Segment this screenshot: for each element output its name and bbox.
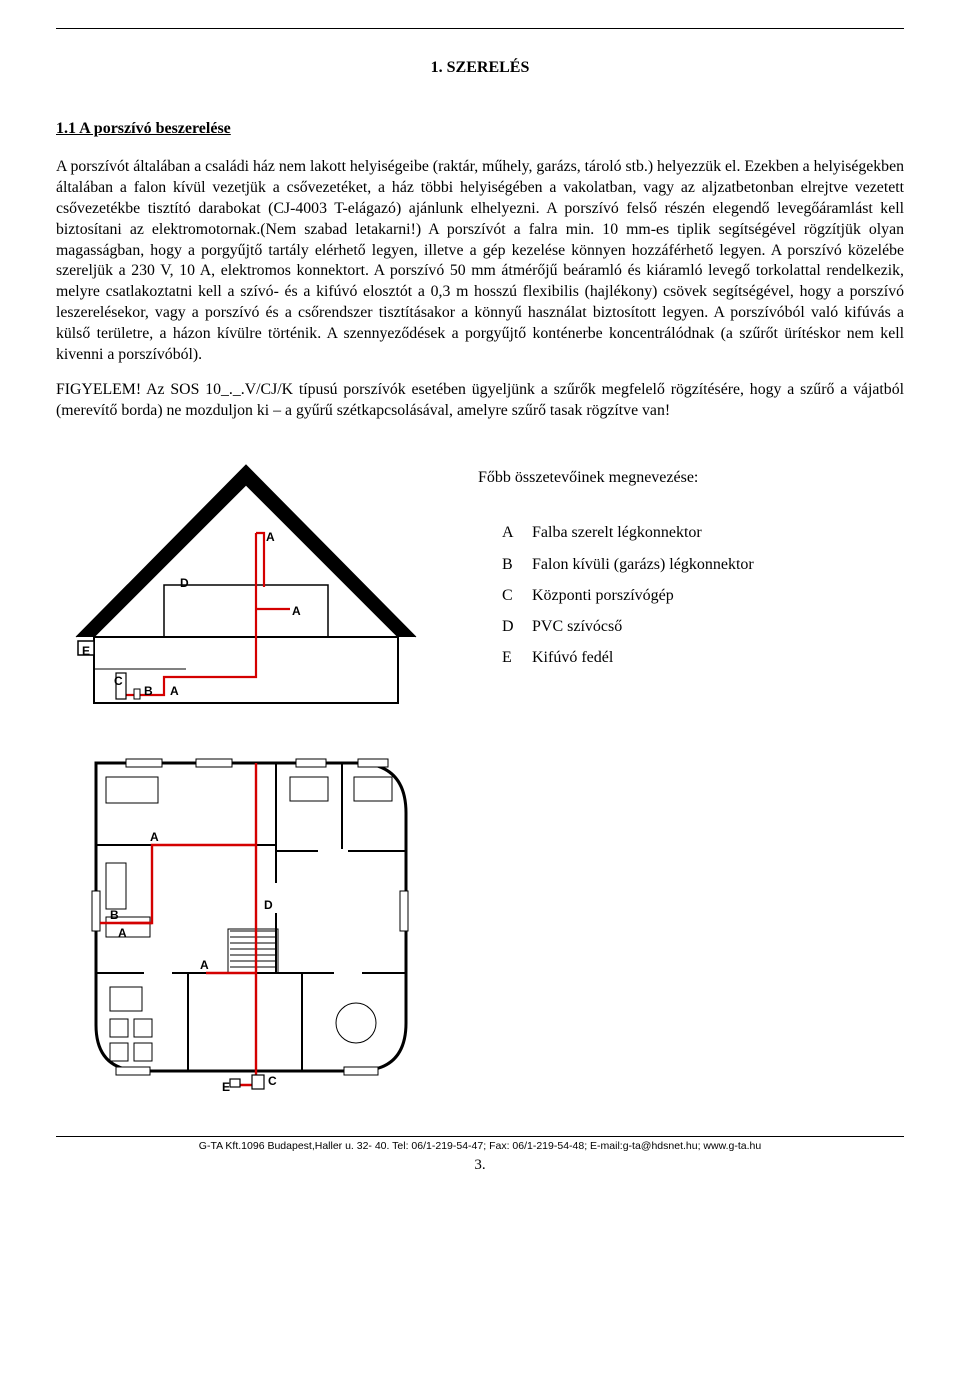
- page-title: 1. SZERELÉS: [56, 57, 904, 78]
- legend-label: PVC szívócső: [532, 618, 622, 635]
- legend-column: Főbb összetevőinek megnevezése: AFalba s…: [478, 437, 904, 678]
- top-rule: [56, 28, 904, 29]
- page-number: 3.: [56, 1156, 904, 1176]
- diagram-column: A A A B C D E: [56, 437, 436, 1093]
- legend-key: E: [502, 647, 532, 668]
- svg-text:B: B: [110, 908, 119, 922]
- legend-item: DPVC szívócső: [502, 616, 904, 637]
- legend-item: EKifúvó fedél: [502, 647, 904, 668]
- legend-key: D: [502, 616, 532, 637]
- legend-item: CKözponti porszívógép: [502, 585, 904, 606]
- svg-text:B: B: [144, 684, 153, 698]
- legend-label: Falba szerelt légkonnektor: [532, 524, 702, 541]
- svg-text:A: A: [170, 684, 179, 698]
- legend-key: C: [502, 585, 532, 606]
- legend-label: Falon kívüli (garázs) légkonnektor: [532, 556, 754, 573]
- legend-list: AFalba szerelt légkonnektor BFalon kívül…: [478, 522, 904, 668]
- svg-text:A: A: [292, 604, 301, 618]
- legend-key: B: [502, 554, 532, 575]
- footer-text: G-TA Kft.1096 Budapest,Haller u. 32- 40.…: [56, 1140, 904, 1154]
- svg-text:D: D: [180, 576, 189, 590]
- body-paragraph-1: A porszívót általában a családi ház nem …: [56, 157, 904, 365]
- svg-text:C: C: [268, 1074, 277, 1088]
- svg-text:E: E: [82, 644, 90, 658]
- legend-key: A: [502, 522, 532, 543]
- svg-text:A: A: [150, 830, 159, 844]
- legend-title: Főbb összetevőinek megnevezése:: [478, 467, 904, 488]
- svg-text:D: D: [264, 898, 273, 912]
- legend-label: Kifúvó fedél: [532, 649, 613, 666]
- section-heading: 1.1 A porszívó beszerelése: [56, 118, 904, 139]
- legend-item: BFalon kívüli (garázs) légkonnektor: [502, 554, 904, 575]
- house-elevation-diagram: A A A B C D E: [56, 437, 436, 717]
- legend-item: AFalba szerelt légkonnektor: [502, 522, 904, 543]
- svg-text:A: A: [118, 926, 127, 940]
- svg-text:A: A: [200, 958, 209, 972]
- body-paragraph-2: FIGYELEM! Az SOS 10_._.V/CJ/K típusú por…: [56, 380, 904, 422]
- svg-text:A: A: [266, 530, 275, 544]
- components-row: A A A B C D E: [56, 437, 904, 1093]
- legend-label: Központi porszívógép: [532, 587, 674, 604]
- svg-text:C: C: [114, 674, 123, 688]
- page-footer: G-TA Kft.1096 Budapest,Haller u. 32- 40.…: [56, 1136, 904, 1176]
- house-floorplan-diagram: A A A B C D E: [56, 723, 436, 1093]
- svg-text:E: E: [222, 1080, 230, 1093]
